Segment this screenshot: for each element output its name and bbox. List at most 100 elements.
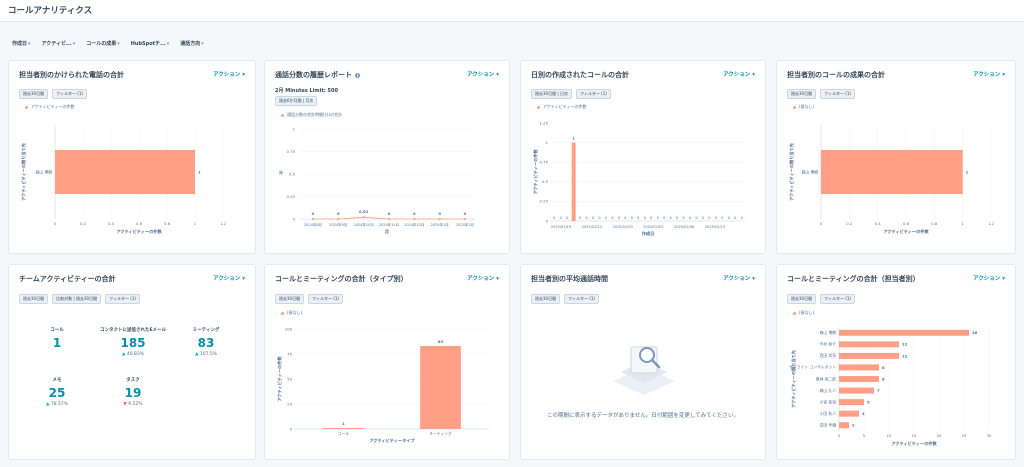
filter-hubspot-team[interactable]: HubSpotチ...▾: [130, 41, 170, 47]
data-label: 26: [972, 330, 978, 335]
report-card-avg-call-duration: 担当者別の平均通話時間 アクション ▾ 過去30日間 フィルター (1) この期…: [520, 264, 766, 460]
card-title: 通話分数の履歴レポート i: [275, 71, 360, 79]
filter-pill[interactable]: フィルター (1): [575, 89, 611, 99]
minutes-limit-text: 2月 Minutes Limit: 500: [275, 88, 338, 94]
category-label: 今村 亮介: [820, 342, 837, 347]
x-tick-label: 2025年2月: [456, 222, 474, 227]
magnifier-icon: [639, 347, 655, 363]
filter-activity[interactable]: アクティビ...▾: [41, 41, 76, 47]
data-label: 5: [867, 400, 870, 405]
chevron-down-icon: ▾: [752, 276, 755, 282]
data-label: 0: [631, 216, 633, 220]
report-card-calls-by-rep: 担当者別のかけられた電話の合計 アクション ▾ 過去30日間 フィルター (1)…: [8, 60, 256, 254]
kpi-value: 1: [52, 336, 62, 350]
action-menu-button[interactable]: アクション ▾: [723, 276, 755, 282]
data-label: 7: [877, 388, 880, 393]
x-tick-label: 2024年8月: [304, 222, 322, 227]
data-label: 0: [715, 216, 717, 220]
data-label: 0: [560, 216, 562, 220]
filter-pill[interactable]: フィルター (1): [105, 294, 140, 304]
data-point: [438, 217, 441, 221]
kpi-meetings: ミーティング 83 ▲ 107.5%: [171, 327, 241, 357]
x-tick-label: 0.2: [846, 221, 853, 226]
x-tick-label: 0.6: [903, 221, 910, 226]
data-label: 0: [413, 211, 416, 216]
action-menu-button[interactable]: アクション ▾: [213, 276, 245, 282]
filter-call-direction[interactable]: 通話方向▾: [180, 41, 204, 47]
bar: [839, 387, 874, 394]
data-label: 4: [862, 411, 865, 416]
filter-call-outcome[interactable]: コールの成果▾: [86, 41, 120, 47]
action-menu-button[interactable]: アクション ▾: [213, 72, 245, 78]
filter-pill[interactable]: フィルター (1): [820, 89, 855, 99]
date-range-pill[interactable]: 過去30日間: [787, 89, 817, 99]
data-label: 0: [702, 216, 704, 220]
action-menu-button[interactable]: アクション ▾: [723, 72, 755, 78]
date-range-pill[interactable]: 過去6か月間 | 月次: [275, 96, 318, 106]
x-tick-label: 1: [961, 221, 964, 226]
filter-pill[interactable]: フィルター (1): [564, 294, 599, 304]
date-range-pill[interactable]: 過去30日間: [531, 294, 561, 304]
kpi-delta: ▼ 9.52%: [123, 402, 143, 407]
action-menu-button[interactable]: アクション ▾: [973, 72, 1005, 78]
filter-pill[interactable]: フィルター (1): [820, 294, 855, 304]
data-label: 0: [683, 216, 685, 220]
data-point: [387, 217, 391, 221]
chevron-down-icon: ▾: [1002, 72, 1005, 78]
data-label: 0: [663, 216, 665, 220]
y-axis-label: アクティビティーの割り当て先: [20, 142, 27, 201]
info-icon[interactable]: i: [355, 72, 360, 78]
kpi-label: コンタクトに送信されたEメール: [99, 328, 167, 333]
y-tick-label: 0.25: [540, 199, 549, 204]
data-label: 1: [966, 169, 969, 174]
data-label: 1: [572, 136, 575, 141]
action-menu-button[interactable]: アクション ▾: [467, 72, 499, 78]
date-range-pill[interactable]: 過去30日間 | 日次: [531, 89, 572, 99]
report-card-team-activity: チームアクティビティーの合計 アクション ▾ 過去30日間 比較対象 | 過去3…: [8, 264, 256, 460]
filter-created-date[interactable]: 作成日▾: [12, 41, 31, 47]
filter-pill[interactable]: フィルター (1): [52, 89, 87, 99]
bar: [323, 428, 364, 429]
bar: [839, 410, 859, 417]
data-label: 0: [592, 216, 594, 220]
x-tick-label: 0: [820, 221, 823, 226]
y-tick-label: 0: [546, 218, 549, 223]
category-label: 奥林 亮二郎: [816, 376, 836, 381]
date-range-pill[interactable]: 過去30日間: [19, 294, 49, 304]
x-tick-label: 5: [863, 433, 866, 438]
data-label: 0: [734, 216, 736, 220]
data-label: 0: [676, 216, 678, 220]
data-point: [337, 217, 340, 221]
kpi-delta: ▲ 46.83%: [121, 352, 145, 357]
data-point: [463, 217, 467, 221]
data-label: 0: [598, 216, 600, 220]
data-label: 0: [388, 211, 391, 216]
x-tick-label: 2025/02/08: [674, 225, 694, 229]
chevron-down-icon: ▾: [28, 41, 31, 47]
action-menu-button[interactable]: アクション ▾: [973, 276, 1005, 282]
kpi-label: ミーティング: [192, 328, 220, 333]
bar: [839, 352, 899, 359]
x-tick-label: 15: [912, 433, 917, 438]
x-tick-label: 25: [962, 433, 967, 438]
action-menu-button[interactable]: アクション ▾: [467, 276, 499, 282]
x-axis-label: 作成日: [642, 230, 655, 237]
compare-pill[interactable]: 比較対象 | 過去30日間: [52, 294, 102, 304]
report-card-call-outcomes-by-rep: 担当者別のコールの成果の合計 アクション ▾ 過去30日間 フィルター (1) …: [776, 60, 1016, 254]
x-tick-label: 2025/02/03: [643, 225, 663, 229]
date-range-pill[interactable]: 過去30日間: [19, 89, 49, 99]
y-tick-label: 100: [285, 326, 293, 331]
filter-pill[interactable]: フィルター (1): [308, 294, 343, 304]
chart-legend: 通話分数の合計時間(分)の合計: [281, 112, 342, 118]
legend-swatch: [281, 311, 284, 315]
date-range-pill[interactable]: 過去30日間: [275, 294, 305, 304]
date-range-pill[interactable]: 過去30日間: [787, 294, 817, 304]
kpi-delta: ▲ 78.57%: [45, 402, 69, 407]
chevron-down-icon: ▾: [242, 72, 245, 78]
y-tick-label: 1: [546, 140, 549, 145]
bar: [821, 150, 963, 194]
legend-swatch: [793, 311, 796, 315]
x-tick-label: 0: [54, 221, 57, 226]
category-label: サテライト コンサルタント: [789, 365, 836, 370]
